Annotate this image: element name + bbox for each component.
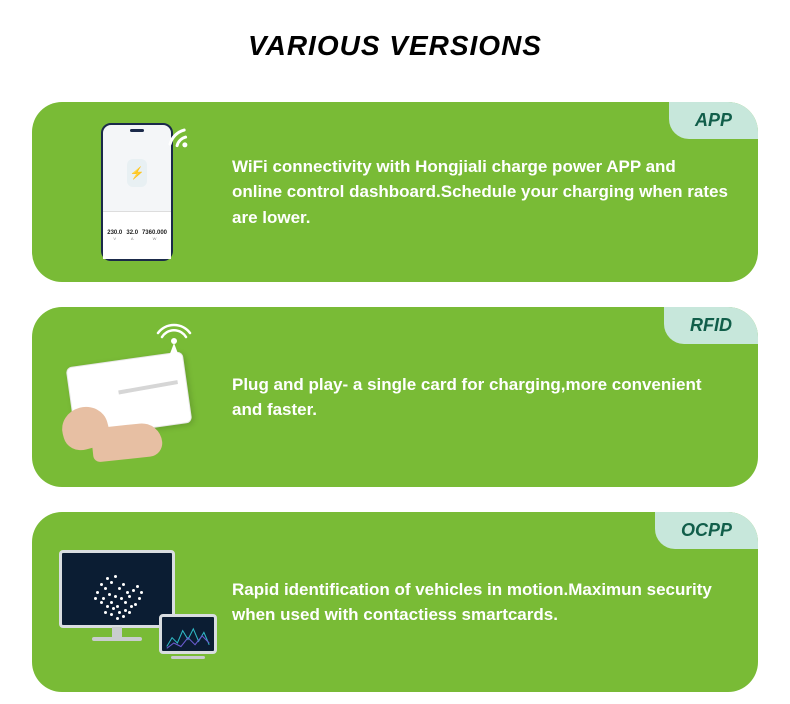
monitors-mock [57,542,217,662]
version-card-ocpp: OCPP Rapid identification of vehicles in… [32,512,758,692]
phone-mock: ⚡ 230.0 V 32.0 A 7360.000 W [101,123,173,261]
antenna-icon [154,321,194,361]
version-card-rfid: RFID Plug and play- a single card for ch… [32,307,758,487]
wifi-icon [167,127,207,167]
desktop-monitor [59,550,175,628]
page-title: VARIOUS VERSIONS [0,30,790,62]
description-rfid: Plug and play- a single card for chargin… [222,372,728,423]
graphic-app: ⚡ 230.0 V 32.0 A 7360.000 W [52,122,222,262]
description-ocpp: Rapid identification of vehicles in moti… [222,577,728,628]
badge-ocpp: OCPP [655,512,758,549]
badge-rfid: RFID [664,307,758,344]
phone-stat: 7360.000 W [142,216,167,255]
graphic-rfid [52,327,222,467]
description-app: WiFi connectivity with Hongjiali charge … [222,154,728,231]
graphic-ocpp [52,532,222,672]
version-card-app: APP ⚡ 230.0 V 32.0 A 7360.000 W [32,102,758,282]
phone-stat: 32.0 A [124,216,139,255]
phone-stat: 230.0 V [107,216,122,255]
badge-app: APP [669,102,758,139]
laptop-monitor [159,614,217,654]
